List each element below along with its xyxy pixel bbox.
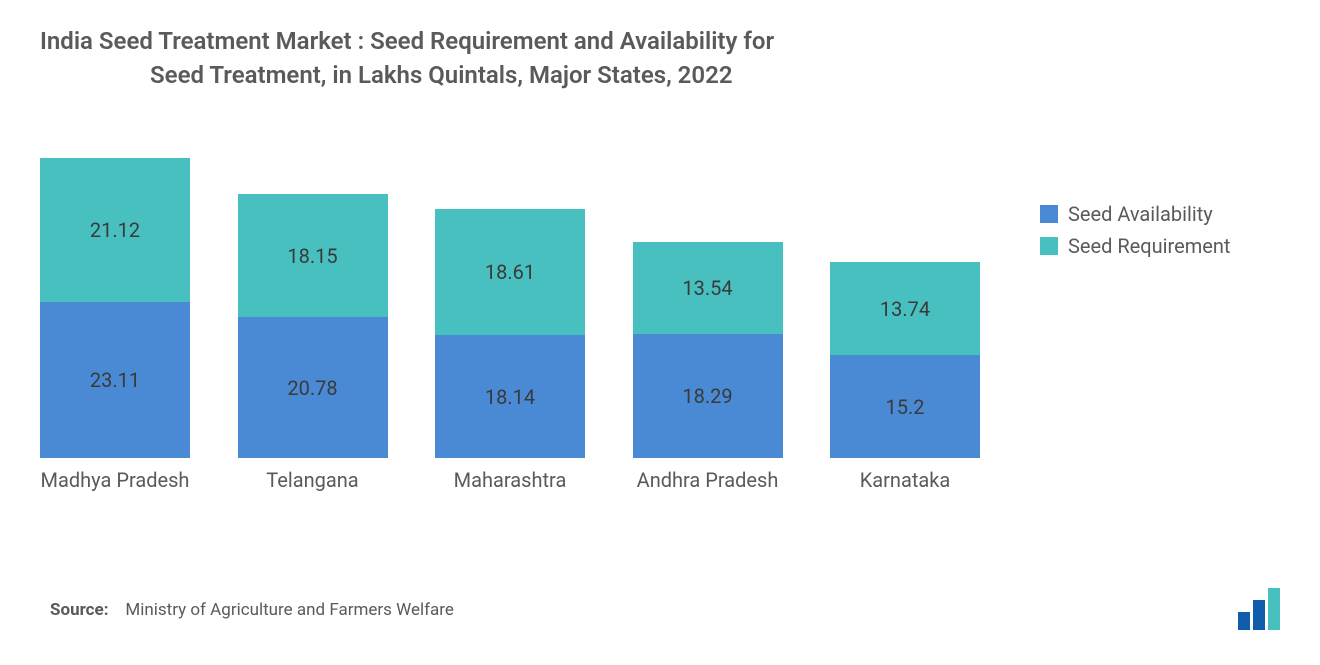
bar-value-label: 15.2 [886,395,925,419]
bar-value-label: 18.29 [682,384,732,408]
bar-value-label: 13.54 [682,276,732,300]
legend-swatch-icon [1040,205,1058,223]
bar-value-label: 20.78 [287,376,337,400]
category-label: Madhya Pradesh [41,468,190,492]
bar-group: 18.15 20.78 Telangana [238,194,388,492]
chart-title: India Seed Treatment Market : Seed Requi… [40,25,1280,92]
legend-swatch-icon [1040,237,1058,255]
source-text: Ministry of Agriculture and Farmers Welf… [125,600,454,620]
bar-segment-availability: 20.78 [238,317,388,458]
legend: Seed Availability Seed Requirement [1040,202,1230,266]
brand-logo-icon [1238,588,1280,630]
bar-segment-requirement: 21.12 [40,158,190,301]
logo-bar-icon [1238,612,1250,630]
legend-item: Seed Availability [1040,202,1230,226]
legend-item: Seed Requirement [1040,234,1230,258]
bar-value-label: 13.74 [880,297,930,321]
bar-stack: 13.74 15.2 [830,262,980,458]
legend-label: Seed Requirement [1068,234,1230,258]
bar-value-label: 18.15 [287,244,337,268]
plot-area: 21.12 23.11 Madhya Pradesh 18.15 20.78 Telang… [40,152,980,492]
bar-value-label: 21.12 [90,218,140,242]
title-line-1: India Seed Treatment Market : Seed Requi… [40,25,1280,59]
title-line-2: Seed Treatment, in Lakhs Quintals, Major… [40,59,1280,93]
category-label: Karnataka [860,468,951,492]
bar-segment-availability: 15.2 [830,355,980,458]
source-citation: Source: Ministry of Agriculture and Farm… [50,600,454,620]
bar-segment-requirement: 18.61 [435,209,585,335]
bar-value-label: 23.11 [90,368,140,392]
bar-group: 21.12 23.11 Madhya Pradesh [40,158,190,492]
category-label: Andhra Pradesh [637,468,779,492]
logo-bar-icon [1268,588,1280,630]
bar-group: 13.54 18.29 Andhra Pradesh [633,242,783,492]
bar-segment-availability: 18.14 [435,335,585,458]
bar-group: 18.61 18.14 Maharashtra [435,209,585,492]
logo-bar-icon [1253,600,1265,630]
bar-stack: 18.61 18.14 [435,209,585,458]
bar-value-label: 18.14 [485,385,535,409]
bar-segment-requirement: 18.15 [238,194,388,317]
bar-segment-availability: 23.11 [40,302,190,459]
bar-segment-requirement: 13.74 [830,262,980,355]
bar-group: 13.74 15.2 Karnataka [830,262,980,492]
bar-stack: 18.15 20.78 [238,194,388,458]
plot-row: 21.12 23.11 Madhya Pradesh 18.15 20.78 Telang… [40,152,1280,492]
chart-container: India Seed Treatment Market : Seed Requi… [0,0,1320,665]
bar-segment-requirement: 13.54 [633,242,783,334]
source-label: Source: [50,600,108,620]
bar-stack: 13.54 18.29 [633,242,783,458]
category-label: Maharashtra [454,468,567,492]
bar-stack: 21.12 23.11 [40,158,190,458]
bar-segment-availability: 18.29 [633,334,783,458]
bar-value-label: 18.61 [485,260,535,284]
category-label: Telangana [266,468,358,492]
legend-label: Seed Availability [1068,202,1213,226]
